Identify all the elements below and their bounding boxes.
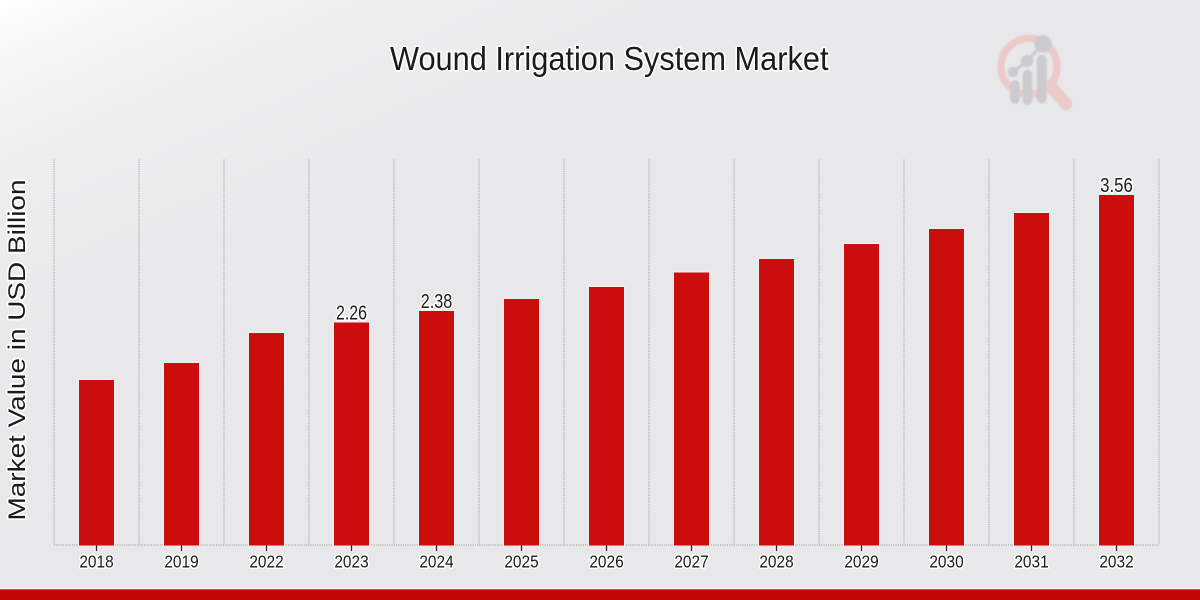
svg-text:2027: 2027 — [674, 552, 708, 572]
svg-text:2026: 2026 — [589, 552, 623, 572]
svg-text:2029: 2029 — [844, 552, 878, 572]
svg-text:2032: 2032 — [1099, 552, 1133, 572]
svg-text:Wound Irrigation System Market: Wound Irrigation System Market — [390, 40, 829, 77]
svg-text:2024: 2024 — [419, 552, 454, 572]
svg-text:2022: 2022 — [249, 552, 283, 572]
svg-text:2019: 2019 — [164, 552, 198, 572]
svg-text:2028: 2028 — [759, 552, 793, 572]
svg-text:3.56: 3.56 — [1100, 175, 1133, 197]
svg-text:2018: 2018 — [79, 552, 113, 572]
svg-text:2031: 2031 — [1014, 552, 1048, 572]
svg-text:Market Value in USD Billion: Market Value in USD Billion — [4, 180, 31, 521]
svg-text:2025: 2025 — [504, 552, 538, 572]
svg-text:2.38: 2.38 — [421, 291, 453, 313]
svg-text:2.26: 2.26 — [336, 302, 367, 324]
svg-text:2023: 2023 — [334, 552, 368, 572]
svg-text:2030: 2030 — [929, 552, 964, 572]
